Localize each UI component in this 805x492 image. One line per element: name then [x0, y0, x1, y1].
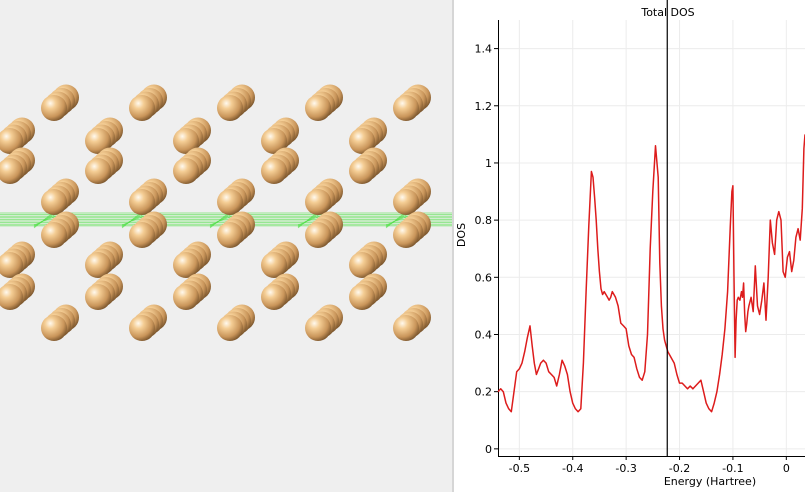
x-tick-label: -0.4 [562, 462, 583, 475]
y-tick-label: 1 [485, 157, 492, 170]
atom-sphere [217, 315, 243, 341]
atom-sphere [305, 315, 331, 341]
atom-sphere [305, 95, 331, 121]
atom-sphere [349, 284, 375, 310]
atom-sphere [0, 158, 23, 184]
atom-sphere [305, 189, 331, 215]
bond-line [33, 215, 57, 226]
atom-sphere [85, 158, 111, 184]
atom-sphere [393, 222, 419, 248]
y-tick-label: 1.4 [475, 43, 493, 56]
bond-line [209, 213, 233, 227]
atom-sphere [261, 158, 287, 184]
y-tick-label: 0.6 [475, 271, 493, 284]
y-axis-ticks: 0 0.2 0.4 0.6 0.8 1 1.2 1.4 [475, 43, 498, 456]
plot-series [497, 134, 805, 413]
atom-sphere [217, 189, 243, 215]
bond-line [385, 215, 409, 226]
x-tick-label: 0 [783, 462, 790, 475]
atom-sphere [41, 222, 67, 248]
atom-sphere [129, 222, 155, 248]
x-axis-label: Energy (Hartree) [664, 475, 756, 488]
atom-sphere [173, 252, 199, 278]
atom-spheres [0, 84, 431, 341]
bond-line [121, 213, 145, 227]
bond-line [209, 215, 233, 226]
y-tick-label: 0.4 [475, 328, 493, 341]
panel-splitter[interactable] [452, 0, 454, 492]
chart-title: Total DOS [640, 6, 694, 19]
atom-sphere [173, 128, 199, 154]
atom-sphere [261, 284, 287, 310]
crystal-structure-render[interactable] [0, 0, 452, 492]
y-axis-label: DOS [455, 223, 468, 247]
atom-sphere [305, 222, 331, 248]
dos-plot-panel[interactable]: -0.5 -0.4 -0.3 -0.2 -0.1 0 0 0.2 0.4 0.6 0.8 1 1.2 1… [454, 0, 805, 492]
atom-sphere [349, 128, 375, 154]
atom-sphere [85, 252, 111, 278]
atom-sphere [217, 222, 243, 248]
x-tick-label: -0.1 [722, 462, 743, 475]
y-tick-label: 0.8 [475, 214, 493, 227]
atom-sphere [217, 95, 243, 121]
plot-grid [498, 20, 805, 456]
y-tick-label: 1.2 [475, 100, 493, 113]
x-tick-label: -0.3 [615, 462, 636, 475]
atom-sphere [173, 158, 199, 184]
bond-line [297, 213, 321, 227]
structure-viewer[interactable] [0, 0, 452, 492]
y-tick-label: 0.2 [475, 386, 493, 399]
atom-sphere [393, 189, 419, 215]
atom-sphere [0, 284, 23, 310]
y-tick-label: 0 [485, 443, 492, 456]
bond-line [385, 213, 409, 227]
dos-chart[interactable]: -0.5 -0.4 -0.3 -0.2 -0.1 0 0 0.2 0.4 0.6 0.8 1 1.2 1… [454, 0, 805, 492]
bond-line [33, 213, 57, 227]
atom-sphere [85, 284, 111, 310]
atom-sphere [41, 95, 67, 121]
atom-sphere [129, 95, 155, 121]
plot-axes [498, 20, 805, 457]
atom-sphere [261, 128, 287, 154]
atom-sphere [393, 95, 419, 121]
bond-line [297, 215, 321, 226]
x-tick-label: -0.2 [669, 462, 690, 475]
atom-sphere [0, 252, 23, 278]
x-axis-ticks: -0.5 -0.4 -0.3 -0.2 -0.1 0 [509, 456, 790, 475]
atom-sphere [41, 189, 67, 215]
atom-sphere [349, 252, 375, 278]
atom-sphere [0, 128, 23, 154]
atom-sphere [261, 252, 287, 278]
atom-sphere [349, 158, 375, 184]
atom-sphere [85, 128, 111, 154]
atom-sphere [129, 315, 155, 341]
atom-sphere [393, 315, 419, 341]
dos-series-line [497, 134, 805, 413]
atom-sphere [129, 189, 155, 215]
atom-sphere [41, 315, 67, 341]
bond-line [121, 215, 145, 226]
atom-sphere [173, 284, 199, 310]
x-tick-label: -0.5 [509, 462, 530, 475]
